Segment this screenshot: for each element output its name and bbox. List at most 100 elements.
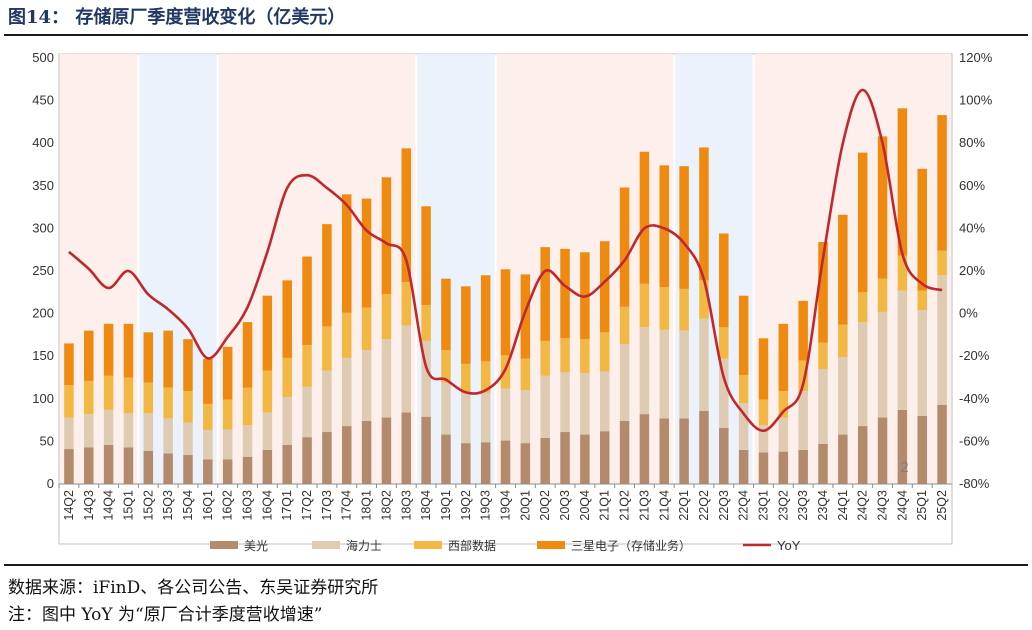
bar-segment-4 <box>857 152 868 293</box>
x-tick-label: 23Q3 <box>796 490 810 521</box>
revenue-chart: 0 50 100 150 200 250 300 350 400 450 500 -80% -60% -4… <box>32 50 992 553</box>
bar-segment-1 <box>838 434 848 484</box>
bar-segment-1 <box>401 412 412 484</box>
legend-label: 西部数据 <box>448 538 496 553</box>
source-note: 数据来源：iFinD、各公司公告、东吴证券研究所 <box>8 578 379 598</box>
footnote: 注：图中 YoY 为“原厂合计季度营收增速” <box>8 605 323 625</box>
bar-segment-3 <box>520 358 531 391</box>
annotation-label: 2 <box>900 459 908 476</box>
legend-swatch-1 <box>210 541 238 549</box>
x-tick-label: 14Q2 <box>62 490 76 521</box>
y2-tick-label: 40% <box>959 220 985 235</box>
bar-segment-3 <box>580 339 590 374</box>
bar-segment-1 <box>84 447 94 484</box>
bar-segment-3 <box>480 361 491 393</box>
bar-segment-3 <box>699 280 709 319</box>
bar-segment-1 <box>937 404 947 484</box>
bar-segment-2 <box>580 373 590 435</box>
x-tick-label: 16Q4 <box>260 490 274 521</box>
y-tick-label: 150 <box>32 348 54 363</box>
bar-segment-3 <box>719 327 729 359</box>
bar-segment-3 <box>381 294 392 340</box>
y2-tick-label: 80% <box>959 135 985 150</box>
bar-segment-2 <box>679 330 689 419</box>
bar-segment-4 <box>143 332 154 383</box>
bar-segment-4 <box>838 214 848 325</box>
bar-segment-3 <box>897 255 908 291</box>
bar-segment-3 <box>421 305 431 341</box>
bar-segment-1 <box>282 444 292 484</box>
bar-segment-2 <box>441 382 451 435</box>
bar-segment-4 <box>282 280 292 358</box>
bar-segment-1 <box>818 443 828 484</box>
bar-segment-3 <box>123 377 134 414</box>
bar-segment-4 <box>699 147 709 281</box>
bar-segment-1 <box>203 459 213 484</box>
y2-tick-label: -40% <box>959 391 990 406</box>
bar-segment-4 <box>639 151 650 284</box>
bar-segment-4 <box>123 323 134 378</box>
bar-segment-2 <box>262 412 273 450</box>
bar-segment-2 <box>917 310 927 416</box>
x-tick-label: 17Q4 <box>340 490 354 521</box>
x-tick-label: 16Q3 <box>241 490 255 521</box>
bar-segment-2 <box>64 417 74 450</box>
y-tick-label: 100 <box>32 391 54 406</box>
x-tick-label: 17Q1 <box>280 490 294 521</box>
x-tick-label: 14Q3 <box>82 490 96 521</box>
bar-segment-4 <box>103 323 114 376</box>
x-tick-label: 15Q2 <box>141 490 155 521</box>
x-tick-label: 17Q2 <box>300 490 314 521</box>
x-tick-label: 20Q1 <box>518 490 532 521</box>
x-tick-label: 22Q1 <box>677 490 691 521</box>
stacked-bars <box>64 108 947 484</box>
bar-segment-4 <box>361 198 372 308</box>
x-tick-label: 21Q3 <box>637 490 651 521</box>
bar-segment-2 <box>540 375 550 438</box>
bar-segment-1 <box>560 432 570 484</box>
bar-segment-1 <box>461 443 471 484</box>
bar-segment-2 <box>421 340 431 417</box>
bar-segment-2 <box>738 403 749 450</box>
bar-segment-1 <box>381 417 392 484</box>
bar-segment-3 <box>361 307 372 351</box>
bar-segment-1 <box>699 410 709 484</box>
bar-segment-1 <box>917 415 927 484</box>
bar-segment-1 <box>341 426 352 484</box>
bar-segment-2 <box>500 388 511 441</box>
bar-segment-2 <box>719 358 729 428</box>
bar-segment-4 <box>262 295 273 371</box>
bar-segment-1 <box>361 420 372 484</box>
bar-segment-4 <box>500 269 511 356</box>
bar-segment-1 <box>877 417 888 484</box>
chart-title: 图14： 存储原厂季度营收变化（亿美元） <box>8 7 346 28</box>
legend-label: YoY <box>777 538 801 553</box>
legend-label: 海力士 <box>346 538 382 553</box>
bar-segment-1 <box>778 451 789 484</box>
bar-segment-4 <box>778 323 789 392</box>
bar-segment-2 <box>143 413 154 451</box>
x-tick-label: 21Q1 <box>598 490 612 521</box>
x-tick-label: 20Q3 <box>558 490 572 521</box>
bar-segment-4 <box>401 148 412 283</box>
y-tick-label: 0 <box>47 476 54 491</box>
legend-label: 美光 <box>244 539 268 553</box>
bar-segment-3 <box>500 355 511 389</box>
x-tick-label: 18Q4 <box>419 490 433 521</box>
bar-segment-1 <box>500 440 511 484</box>
bar-segment-1 <box>64 449 74 484</box>
bar-segment-3 <box>560 338 570 373</box>
bar-segment-1 <box>322 432 332 484</box>
bar-segment-4 <box>381 177 392 295</box>
bar-segment-4 <box>599 241 610 333</box>
bar-segment-3 <box>659 287 670 330</box>
bar-segment-3 <box>877 278 888 312</box>
bar-segment-2 <box>778 417 789 452</box>
legend-swatch-4 <box>537 541 565 549</box>
bar-segment-3 <box>758 399 769 426</box>
bar-segment-3 <box>163 387 173 419</box>
bar-segment-3 <box>857 292 868 323</box>
bar-segment-1 <box>441 434 451 484</box>
bar-segment-3 <box>619 306 630 345</box>
bar-segment-4 <box>897 108 908 256</box>
